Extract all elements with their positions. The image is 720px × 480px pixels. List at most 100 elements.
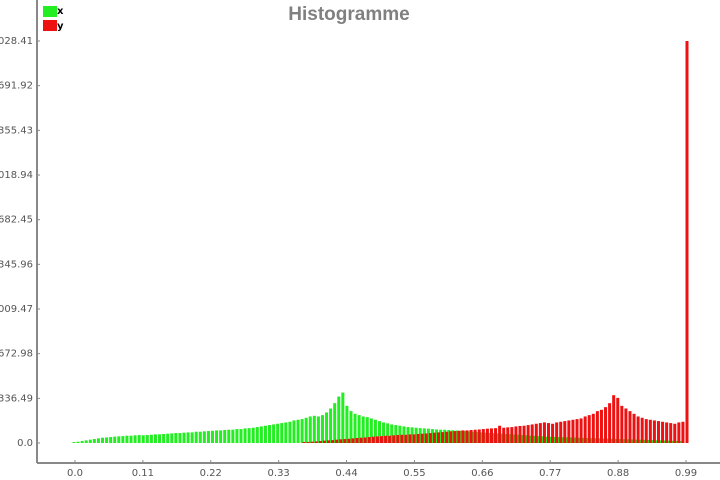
bar-x xyxy=(276,424,279,443)
bar-y xyxy=(404,435,407,443)
bar-y xyxy=(356,438,359,443)
bar-x xyxy=(227,430,230,443)
bar-y xyxy=(347,439,350,443)
bar-y xyxy=(343,439,346,443)
bar-x xyxy=(349,411,352,443)
bar-y xyxy=(510,427,513,443)
bar-x xyxy=(158,434,161,443)
bar-x xyxy=(305,418,308,443)
bar-y xyxy=(433,433,436,443)
bar-y xyxy=(653,420,656,443)
bar-y xyxy=(608,403,611,443)
bar-y xyxy=(409,434,412,443)
bar-y xyxy=(649,420,652,443)
series-x-bars xyxy=(73,393,683,443)
bar-y xyxy=(555,422,558,443)
bar-y xyxy=(543,422,546,443)
bar-y xyxy=(335,440,338,443)
bar-y xyxy=(628,411,631,443)
bar-y xyxy=(563,421,566,443)
bar-y xyxy=(315,441,318,443)
bar-y xyxy=(567,420,570,443)
bar-y xyxy=(551,424,554,443)
bar-x xyxy=(297,420,300,443)
bar-y xyxy=(425,433,428,443)
bar-x xyxy=(154,434,157,443)
bar-x xyxy=(73,442,76,443)
x-tick-label: 0.88 xyxy=(607,468,629,479)
bar-x xyxy=(134,435,137,443)
x-tick-label: 0.0 xyxy=(67,468,83,479)
bar-x xyxy=(97,438,100,443)
x-tick-label: 0.55 xyxy=(403,468,425,479)
bar-y xyxy=(388,436,391,443)
bar-y xyxy=(400,435,403,443)
bar-x xyxy=(280,423,283,443)
bar-y xyxy=(486,429,489,443)
bar-x xyxy=(219,430,222,443)
bar-y xyxy=(453,431,456,443)
bar-y xyxy=(311,442,314,443)
bar-y xyxy=(539,423,542,443)
bar-y xyxy=(466,430,469,443)
bar-y xyxy=(531,424,534,443)
bar-y xyxy=(396,435,399,443)
bar-y xyxy=(470,430,473,443)
bar-x xyxy=(223,430,226,443)
bar-x xyxy=(187,432,190,443)
legend[interactable]: x y xyxy=(43,6,64,32)
bar-x xyxy=(252,428,255,443)
bar-y xyxy=(592,414,595,443)
legend-swatch-x xyxy=(43,6,57,17)
bar-x xyxy=(329,408,332,443)
bar-x xyxy=(321,415,324,443)
bar-y xyxy=(482,429,485,443)
bar-y xyxy=(392,435,395,443)
bar-y xyxy=(303,442,306,443)
bar-x xyxy=(203,431,206,443)
bar-y xyxy=(368,437,371,443)
bar-y xyxy=(449,431,452,443)
bar-y xyxy=(339,439,342,443)
bar-y xyxy=(429,433,432,443)
bar-x xyxy=(162,434,165,443)
x-tick-label: 0.22 xyxy=(200,468,222,479)
bar-x xyxy=(142,435,145,443)
bar-y xyxy=(523,426,526,443)
bar-x xyxy=(117,436,120,443)
bar-y xyxy=(612,395,615,443)
bar-y xyxy=(616,398,619,443)
bar-x xyxy=(301,419,304,443)
bar-x xyxy=(93,439,96,443)
bar-y xyxy=(413,434,416,443)
bar-y xyxy=(514,426,517,443)
bar-x xyxy=(231,430,234,443)
legend-label-x: x xyxy=(57,6,64,17)
bar-y xyxy=(624,408,627,443)
y-tick-label: 672.98 xyxy=(0,349,33,360)
bar-x xyxy=(146,435,149,443)
bar-y xyxy=(307,442,310,443)
bar-y xyxy=(494,428,497,443)
bar-y xyxy=(372,437,375,443)
bar-x xyxy=(207,431,210,443)
bar-x xyxy=(256,427,259,443)
bar-x xyxy=(260,426,263,443)
bar-x xyxy=(244,428,247,443)
bar-y xyxy=(445,432,448,443)
bar-x xyxy=(264,426,267,443)
bar-x xyxy=(235,429,238,443)
bar-y xyxy=(580,418,583,443)
bar-x xyxy=(288,422,291,443)
bar-x xyxy=(240,429,243,443)
x-tick-label: 0.33 xyxy=(268,468,290,479)
bar-y xyxy=(633,414,636,443)
bar-x xyxy=(178,433,181,443)
y-tick-label: 355.43 xyxy=(0,125,33,136)
y-tick-label: 018.94 xyxy=(0,170,33,181)
bar-x xyxy=(105,437,108,443)
bar-y xyxy=(351,438,354,443)
bar-x xyxy=(292,420,295,443)
bar-y xyxy=(641,418,644,443)
